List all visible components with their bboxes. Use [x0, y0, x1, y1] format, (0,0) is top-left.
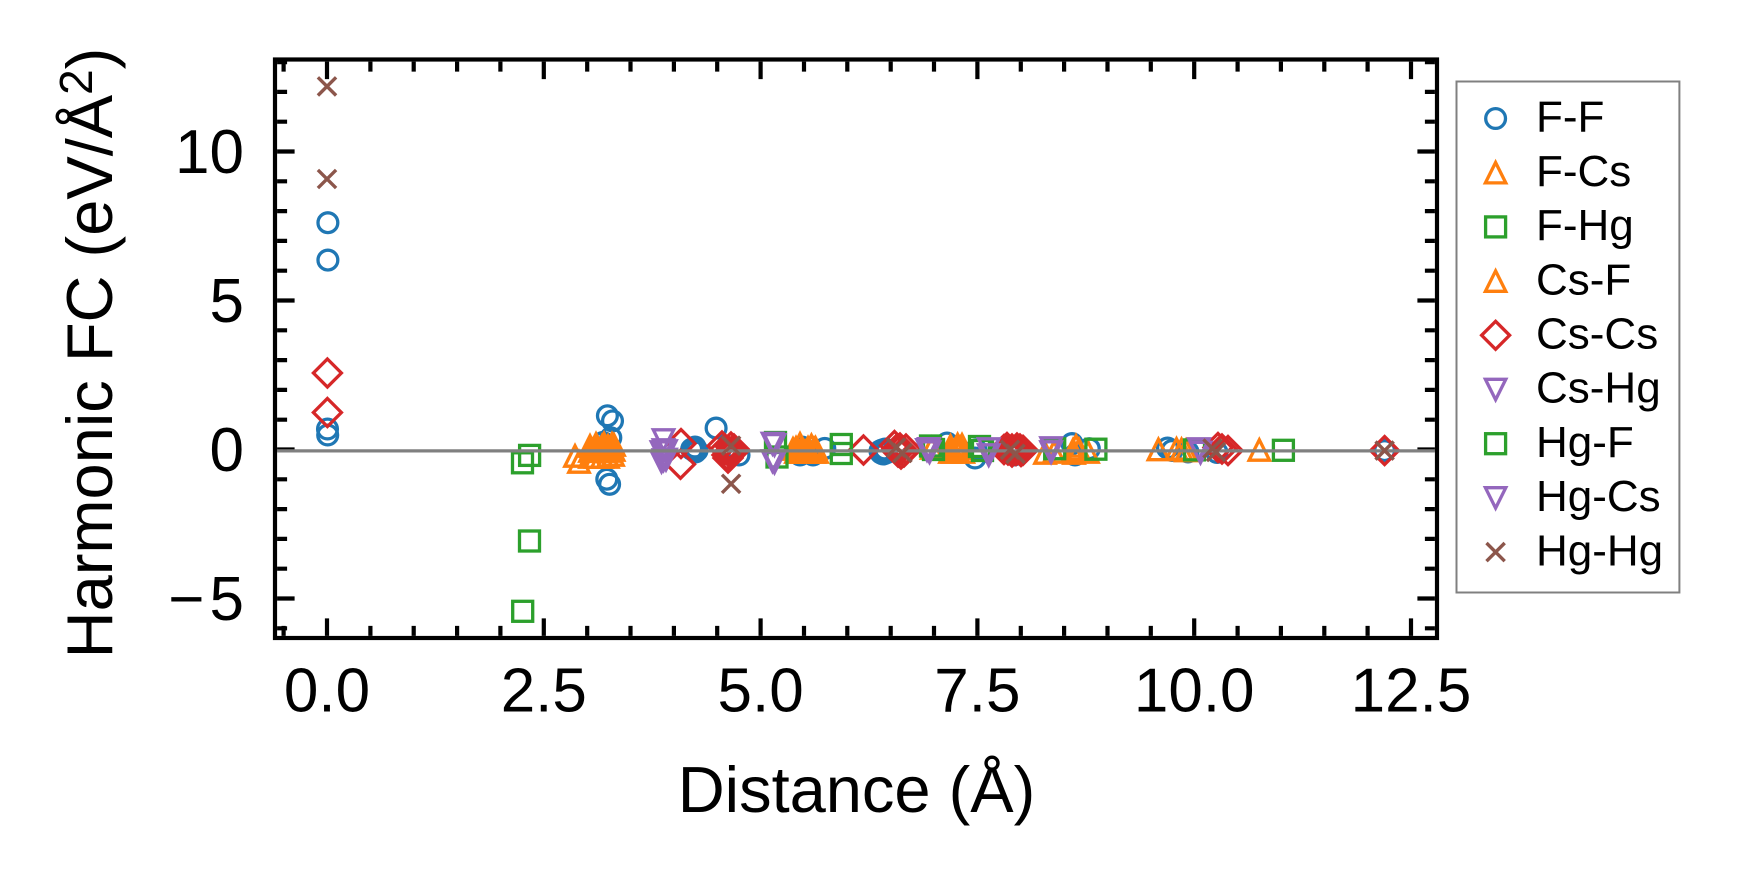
svg-text:0: 0 — [210, 416, 244, 485]
svg-text:12.5: 12.5 — [1351, 657, 1472, 726]
svg-text:Distance (Å): Distance (Å) — [678, 753, 1036, 826]
svg-text:5: 5 — [210, 267, 244, 336]
svg-text:Hg-F: Hg-F — [1536, 418, 1634, 467]
svg-text:7.5: 7.5 — [934, 657, 1020, 726]
svg-text:Hg-Hg: Hg-Hg — [1536, 526, 1663, 575]
svg-text:10.0: 10.0 — [1134, 657, 1255, 726]
svg-text:F-Hg: F-Hg — [1536, 201, 1634, 250]
svg-text:Cs-F: Cs-F — [1536, 255, 1631, 304]
svg-text:Harmonic FC (eV/Å2): Harmonic FC (eV/Å2) — [50, 48, 126, 659]
svg-text:5.0: 5.0 — [717, 657, 803, 726]
svg-text:0.0: 0.0 — [284, 657, 370, 726]
svg-text:F-Cs: F-Cs — [1536, 147, 1631, 196]
svg-text:Cs-Hg: Cs-Hg — [1536, 364, 1661, 413]
svg-text:F-F: F-F — [1536, 93, 1604, 142]
svg-text:10: 10 — [175, 118, 244, 187]
svg-text:2.5: 2.5 — [501, 657, 587, 726]
svg-text:Cs-Cs: Cs-Cs — [1536, 310, 1658, 359]
svg-text:Hg-Cs: Hg-Cs — [1536, 472, 1661, 521]
